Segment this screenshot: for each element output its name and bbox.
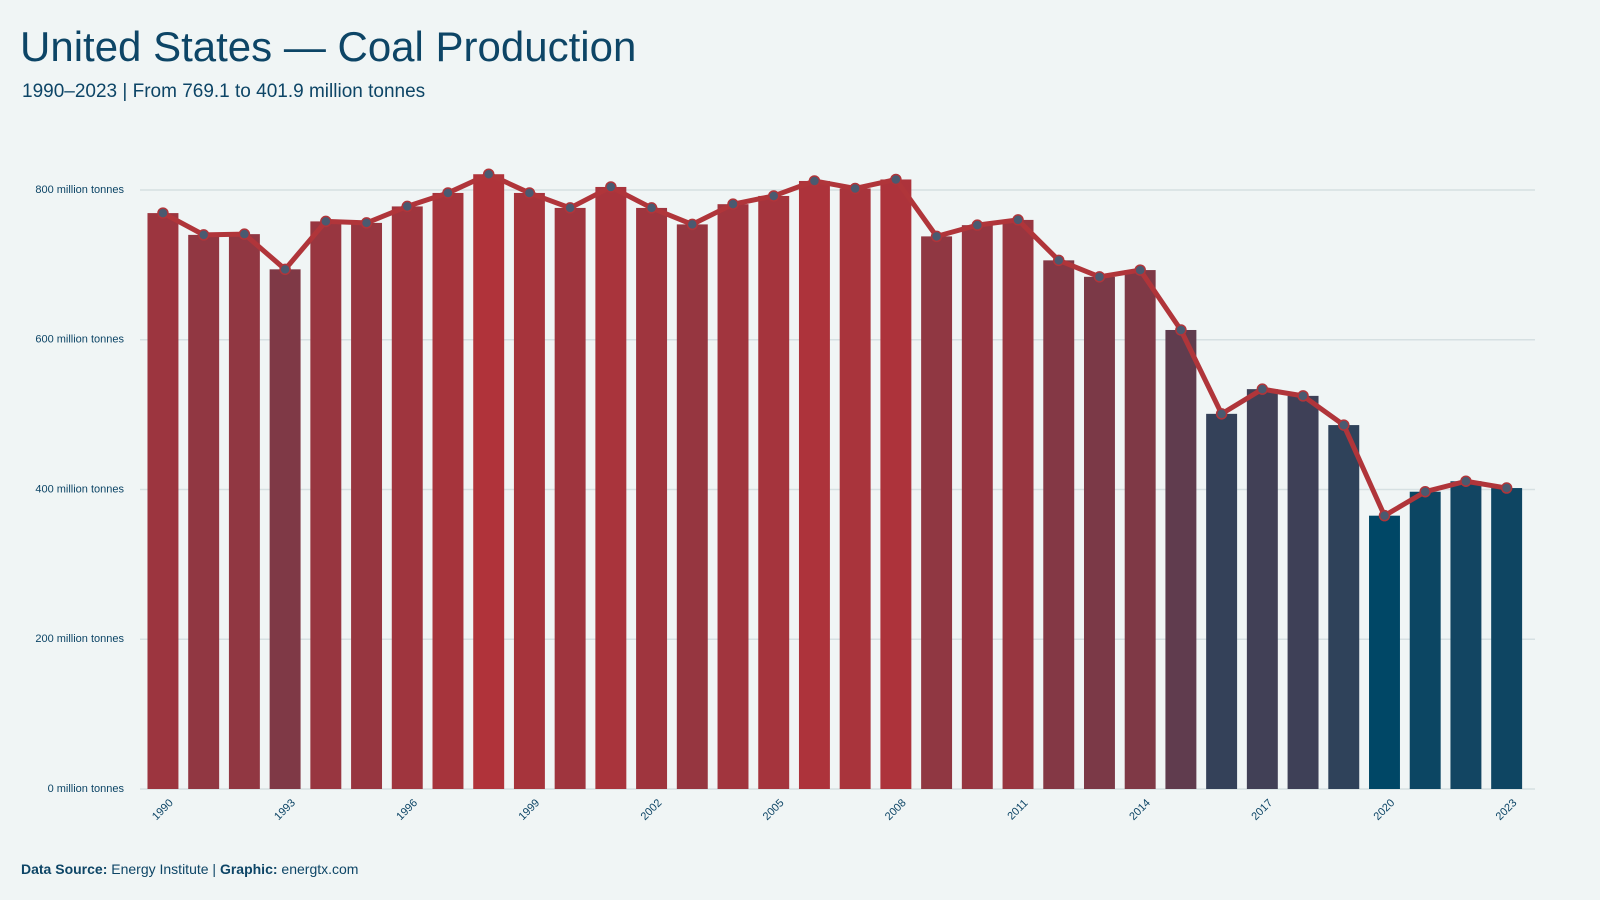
source-label: Data Source: — [21, 861, 107, 877]
bar — [798, 180, 830, 789]
bar — [1165, 329, 1197, 789]
bar — [473, 174, 505, 789]
point — [645, 202, 658, 214]
point — [523, 187, 536, 199]
bar — [1124, 270, 1156, 789]
bar — [717, 204, 749, 790]
x-tick-label: 2023 — [1494, 797, 1520, 823]
x-tick-label: 1999 — [516, 797, 542, 823]
bar — [1206, 413, 1238, 789]
point — [890, 173, 902, 186]
point — [442, 187, 454, 199]
point — [238, 228, 251, 240]
bar — [351, 222, 383, 789]
point — [767, 190, 780, 202]
point — [1134, 264, 1146, 276]
bar — [1002, 219, 1034, 789]
bar — [228, 234, 260, 789]
point — [1012, 214, 1024, 226]
point — [727, 198, 739, 210]
point — [1093, 271, 1106, 283]
bar — [432, 192, 464, 789]
bar — [676, 224, 708, 790]
point — [930, 230, 943, 243]
point — [849, 182, 861, 195]
bar — [1491, 488, 1523, 789]
trend-line — [161, 171, 1508, 519]
y-tick-label: 600 million tonnes — [35, 334, 124, 346]
x-tick-label: 2008 — [883, 797, 909, 823]
source: Energy Institute | — [111, 861, 216, 877]
point — [1500, 482, 1513, 494]
point — [1338, 419, 1350, 431]
y-tick-label: 400 million tonnes — [35, 483, 124, 495]
graphic: energtx.com — [281, 861, 358, 877]
x-tick-label: 1993 — [272, 797, 298, 823]
x-tick-label: 2011 — [1005, 797, 1030, 822]
point — [1175, 324, 1187, 336]
point — [1419, 485, 1431, 498]
x-tick-label: 1996 — [394, 797, 420, 823]
point — [1215, 408, 1228, 420]
y-tick-label: 0 million tonnes — [48, 783, 125, 795]
point — [686, 218, 699, 231]
bar — [1083, 276, 1115, 789]
bar — [391, 206, 423, 789]
bar — [961, 225, 993, 789]
bar — [1287, 395, 1319, 789]
point — [1378, 509, 1391, 522]
chart-title: United States — Coal Production — [20, 23, 636, 70]
bar — [595, 186, 627, 789]
bar — [636, 207, 668, 789]
x-tick-label: 2002 — [639, 797, 665, 823]
x-tick-label: 1990 — [150, 797, 176, 823]
point — [1052, 254, 1065, 267]
point — [971, 219, 984, 231]
bar — [880, 179, 912, 789]
point — [279, 263, 291, 276]
point — [605, 181, 617, 193]
bar — [1369, 515, 1400, 789]
x-tick-label: 2014 — [1127, 797, 1153, 823]
point — [808, 175, 821, 187]
bar — [269, 269, 301, 790]
bar — [310, 221, 342, 790]
graphic-label: Graphic: — [220, 861, 278, 877]
point — [1460, 475, 1472, 487]
point — [1297, 390, 1309, 402]
bar — [839, 188, 871, 789]
x-tick-label: 2017 — [1249, 797, 1275, 823]
y-tick-label: 200 million tonnes — [35, 633, 124, 645]
point — [360, 217, 373, 229]
bar — [188, 234, 220, 789]
point — [401, 200, 414, 213]
bar — [921, 236, 953, 790]
bar — [513, 192, 545, 789]
bar — [1043, 260, 1075, 790]
bar — [1246, 389, 1278, 789]
chart-subtitle: 1990–2023 | From 769.1 to 401.9 million … — [22, 81, 425, 102]
point — [157, 207, 169, 219]
bar — [1328, 425, 1360, 789]
x-tick-label: 2005 — [761, 797, 787, 823]
bar — [1450, 481, 1482, 789]
point — [564, 202, 576, 214]
footer: Data Source: Energy Institute | Graphic:… — [21, 861, 358, 877]
point — [320, 215, 332, 228]
x-tick-label: 2020 — [1372, 797, 1398, 823]
bar — [147, 213, 179, 790]
y-tick-label: 800 million tonnes — [35, 184, 124, 196]
bar — [758, 195, 790, 789]
bar — [554, 207, 586, 789]
point — [1256, 383, 1269, 395]
bar — [1409, 491, 1441, 789]
point — [197, 229, 210, 241]
point — [482, 168, 495, 180]
